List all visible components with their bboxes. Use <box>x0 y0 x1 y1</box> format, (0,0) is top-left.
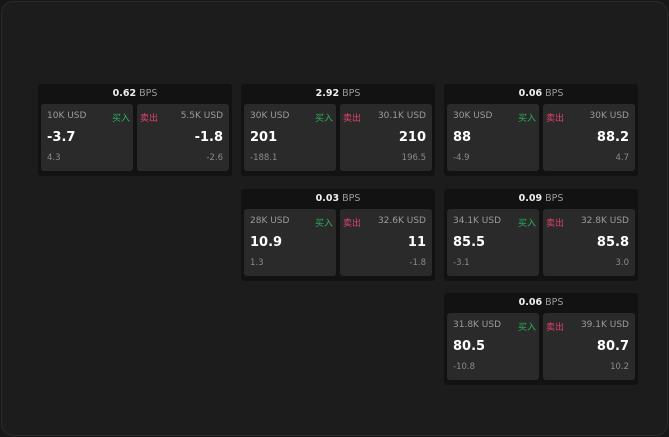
buy-change: 4.3 <box>47 153 61 163</box>
buy-label: 买入 <box>314 114 333 124</box>
buy-size: 28K USD <box>250 216 290 226</box>
sell-change: 3.0 <box>615 258 629 268</box>
sell-size: 30.1K USD <box>377 111 426 121</box>
sell-price: -1.8 <box>194 130 223 145</box>
buy-size: 30K USD <box>250 111 290 121</box>
spread-value: 0.03 <box>315 193 340 204</box>
quote-panel: 2.92 BPS 30K USD 买入 201 -188.1 卖出 30.1K … <box>241 84 435 176</box>
sell-size: 32.8K USD <box>580 216 629 226</box>
quote-panel: 0.06 BPS 30K USD 买入 88 -4.9 卖出 30K USD 8… <box>444 84 638 176</box>
buy-label: 买入 <box>517 219 536 229</box>
quote-panel: 0.09 BPS 34.1K USD 买入 85.5 -3.1 卖出 32.8K… <box>444 189 638 281</box>
buy-size: 34.1K USD <box>453 216 502 226</box>
buy-label: 买入 <box>517 323 536 333</box>
spread-value: 0.06 <box>518 297 543 308</box>
buy-card[interactable]: 34.1K USD 买入 85.5 -3.1 <box>447 209 539 276</box>
buy-change: -4.9 <box>453 153 470 163</box>
spread-unit: BPS <box>139 88 158 99</box>
sell-size: 32.6K USD <box>377 216 426 226</box>
sell-price: 210 <box>398 130 426 145</box>
sell-card[interactable]: 卖出 30.1K USD 210 196.5 <box>340 104 432 171</box>
sell-label: 卖出 <box>546 323 565 333</box>
buy-label: 买入 <box>111 114 130 124</box>
sell-card[interactable]: 卖出 5.5K USD -1.8 -2.6 <box>137 104 229 171</box>
spread-value: 0.62 <box>112 88 137 99</box>
spread-value: 0.09 <box>518 193 543 204</box>
buy-change: 1.3 <box>250 258 264 268</box>
spread-value: 0.06 <box>518 88 543 99</box>
buy-card[interactable]: 30K USD 买入 201 -188.1 <box>244 104 336 171</box>
spread-header: 0.03 BPS <box>241 189 435 209</box>
buy-price: 10.9 <box>250 235 283 250</box>
sell-price: 80.7 <box>596 339 629 354</box>
sell-card[interactable]: 卖出 32.6K USD 11 -1.8 <box>340 209 432 276</box>
buy-card[interactable]: 31.8K USD 买入 80.5 -10.8 <box>447 313 539 380</box>
sell-change: 10.2 <box>610 362 629 372</box>
buy-price: 201 <box>250 130 278 145</box>
spread-value: 2.92 <box>315 88 340 99</box>
sell-size: 5.5K USD <box>180 111 223 121</box>
quote-panel: 0.03 BPS 28K USD 买入 10.9 1.3 卖出 32.6K US… <box>241 189 435 281</box>
quote-panel: 0.06 BPS 31.8K USD 买入 80.5 -10.8 卖出 39.1… <box>444 293 638 385</box>
sell-change: -2.6 <box>206 153 223 163</box>
spread-unit: BPS <box>342 193 361 204</box>
sell-label: 卖出 <box>546 114 565 124</box>
spread-header: 0.06 BPS <box>444 84 638 104</box>
buy-price: 88 <box>453 130 472 145</box>
buy-change: -10.8 <box>453 362 475 372</box>
buy-change: -3.1 <box>453 258 470 268</box>
buy-price: -3.7 <box>47 130 76 145</box>
sell-label: 卖出 <box>343 219 362 229</box>
spread-unit: BPS <box>545 193 564 204</box>
buy-card[interactable]: 30K USD 买入 88 -4.9 <box>447 104 539 171</box>
sell-label: 卖出 <box>546 219 565 229</box>
sell-price: 11 <box>407 235 426 250</box>
quote-panel: 0.62 BPS 10K USD 买入 -3.7 4.3 卖出 5.5K USD… <box>38 84 232 176</box>
buy-size: 30K USD <box>453 111 493 121</box>
sell-label: 卖出 <box>140 114 159 124</box>
sell-label: 卖出 <box>343 114 362 124</box>
sell-price: 88.2 <box>596 130 629 145</box>
sell-size: 39.1K USD <box>580 320 629 330</box>
spread-header: 0.09 BPS <box>444 189 638 209</box>
sell-change: 196.5 <box>401 153 426 163</box>
sell-change: -1.8 <box>409 258 426 268</box>
sell-size: 30K USD <box>589 111 629 121</box>
sell-card[interactable]: 卖出 30K USD 88.2 4.7 <box>543 104 635 171</box>
spread-unit: BPS <box>342 88 361 99</box>
spread-header: 0.62 BPS <box>38 84 232 104</box>
buy-size: 10K USD <box>47 111 87 121</box>
buy-change: -188.1 <box>250 153 278 163</box>
buy-label: 买入 <box>517 114 536 124</box>
sell-price: 85.8 <box>596 235 629 250</box>
sell-card[interactable]: 卖出 39.1K USD 80.7 10.2 <box>543 313 635 380</box>
buy-price: 80.5 <box>453 339 486 354</box>
sell-change: 4.7 <box>615 153 629 163</box>
spread-header: 0.06 BPS <box>444 293 638 313</box>
buy-card[interactable]: 28K USD 买入 10.9 1.3 <box>244 209 336 276</box>
buy-size: 31.8K USD <box>453 320 502 330</box>
spread-unit: BPS <box>545 297 564 308</box>
spread-header: 2.92 BPS <box>241 84 435 104</box>
spread-unit: BPS <box>545 88 564 99</box>
buy-price: 85.5 <box>453 235 486 250</box>
buy-label: 买入 <box>314 219 333 229</box>
sell-card[interactable]: 卖出 32.8K USD 85.8 3.0 <box>543 209 635 276</box>
buy-card[interactable]: 10K USD 买入 -3.7 4.3 <box>41 104 133 171</box>
